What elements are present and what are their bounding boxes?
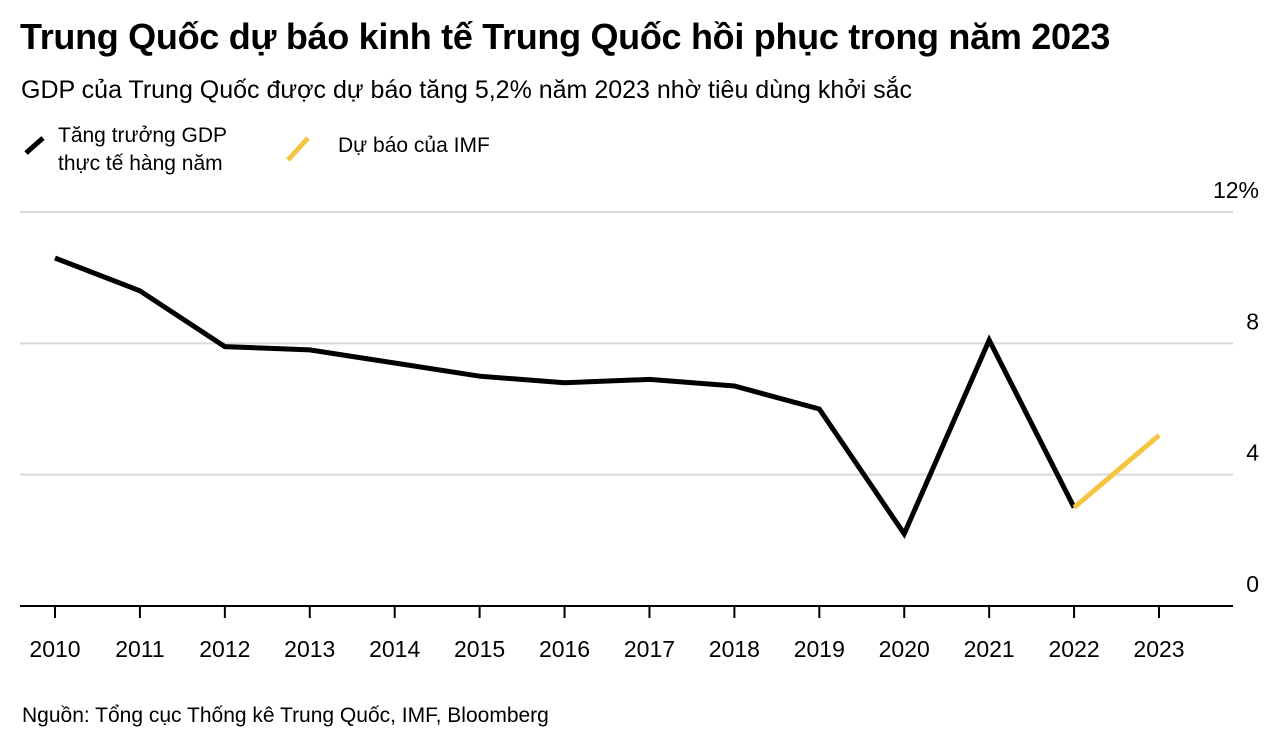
chart-subtitle: GDP của Trung Quốc được dự báo tăng 5,2%… [21, 76, 913, 104]
series-layer [54, 255, 1161, 539]
series-line-imf-forecast [1072, 433, 1161, 510]
legend-swatch-forecast [286, 136, 310, 162]
grid-layer [20, 211, 1233, 476]
x-tick-label-2021: 2021 [964, 636, 1015, 662]
x-tick-label-2013: 2013 [284, 636, 335, 662]
x-tick-label-2023: 2023 [1133, 636, 1184, 662]
legend-item-forecast: Dự báo của IMF [284, 132, 490, 166]
x-tick-label-2022: 2022 [1048, 636, 1099, 662]
x-tick-label-2017: 2017 [624, 636, 675, 662]
x-tick-label-2014: 2014 [369, 636, 420, 662]
legend-item-actual: Tăng trưởng GDP thực tế hàng năm [22, 122, 278, 178]
x-tick-label-2019: 2019 [794, 636, 845, 662]
y-tick-label-4: 4 [1246, 440, 1259, 466]
y-tick-label-8: 8 [1246, 308, 1259, 334]
legend-label-actual-line1: Tăng trưởng GDP [58, 124, 228, 147]
x-tick-label-2020: 2020 [879, 636, 930, 662]
y-tick-label-0: 0 [1246, 571, 1259, 597]
chart-title: Trung Quốc dự báo kinh tế Trung Quốc hồi… [20, 16, 1111, 57]
source-note: Nguồn: Tổng cục Thống kê Trung Quốc, IMF… [22, 704, 549, 727]
legend-swatch-actual [24, 136, 45, 155]
x-tick-label-2018: 2018 [709, 636, 760, 662]
x-tick-label-2016: 2016 [539, 636, 590, 662]
y-tick-label-12: 12% [1213, 177, 1259, 203]
y-axis-labels: 0 4 8 12% [1213, 177, 1259, 597]
x-tick-label-2010: 2010 [29, 636, 80, 662]
legend-label-actual: Tăng trưởng GDP thực tế hàng năm [58, 122, 278, 178]
series-line-actual-gdp [54, 255, 1077, 539]
x-tick-label-2012: 2012 [199, 636, 250, 662]
legend-label-actual-line2: thực tế hàng năm [58, 152, 223, 175]
x-axis: 2010 2011 2012 2013 2014 2015 2016 2017 2018 2019… [20, 605, 1233, 662]
legend-label-forecast: Dự báo của IMF [338, 134, 490, 157]
x-tick-label-2011: 2011 [115, 636, 164, 662]
x-tick-label-2015: 2015 [454, 636, 505, 662]
